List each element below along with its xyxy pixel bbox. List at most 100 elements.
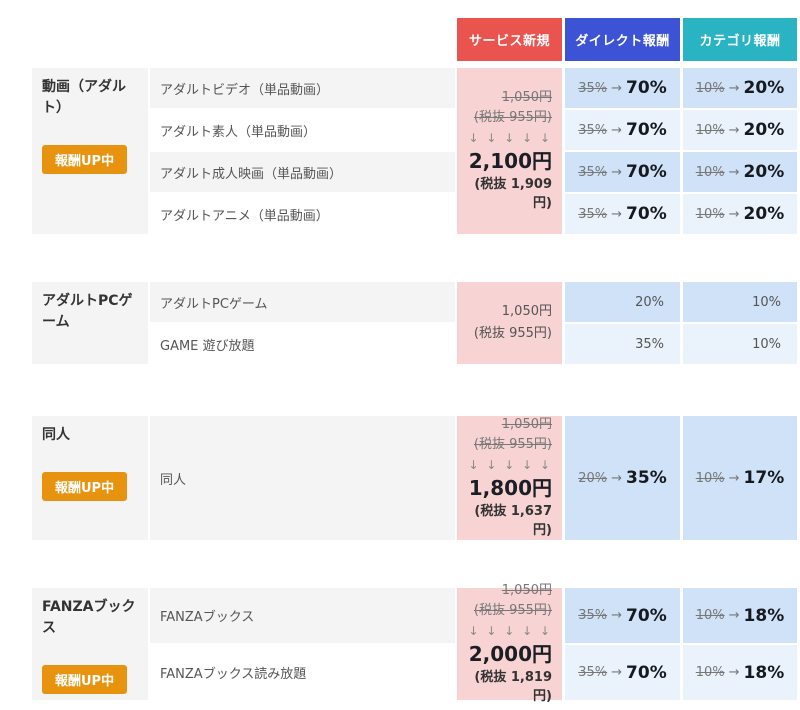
rate-arrow-icon: → <box>611 80 623 96</box>
new-rate: 17% <box>743 468 785 488</box>
category-reward-cell: 10% <box>683 282 797 322</box>
reward-up-badge: 報酬UP中 <box>42 665 128 694</box>
direct-reward-cell: 35% → 70% <box>565 645 680 700</box>
new-price: 1,800円 <box>468 475 552 500</box>
header-category-reward: カテゴリ報酬 <box>683 18 797 61</box>
category-label: アダルト素人（単品動画） <box>160 124 317 140</box>
category-label: アダルトPCゲーム <box>160 296 268 312</box>
down-arrows-icon: ↓ ↓ ↓ ↓ ↓ <box>468 623 552 638</box>
section-title: 同人 <box>42 427 70 443</box>
new-rate: 70% <box>626 162 667 182</box>
category-cell: 同人 <box>150 416 455 540</box>
current-price-tax: (税抜 955円) <box>473 326 552 341</box>
old-price-tax: (税抜 955円) <box>473 110 552 126</box>
category-label: アダルトアニメ（単品動画） <box>160 208 329 224</box>
direct-reward-cell: 35% → 70% <box>565 194 680 234</box>
old-rate: 35% <box>578 80 608 96</box>
old-rate: 10% <box>695 665 725 680</box>
direct-reward-cell: 35% → 70% <box>565 588 680 643</box>
reward-up-badge: 報酬UP中 <box>42 145 128 174</box>
old-rate: 35% <box>578 665 608 680</box>
price-cell-new-service: 1,050円 (税抜 955円) <box>457 282 562 364</box>
new-price: 2,000円 <box>468 641 552 666</box>
new-rate: 35% <box>626 468 667 488</box>
old-rate: 35% <box>578 608 608 623</box>
reward-up-badge: 報酬UP中 <box>42 472 128 501</box>
rate-arrow-icon: → <box>728 122 740 138</box>
new-rate: 70% <box>626 204 667 224</box>
direct-reward-cell: 35% → 70% <box>565 152 680 192</box>
section-label-cell: FANZAブックス報酬UP中 <box>32 588 148 700</box>
category-reward-cell: 10% → 20% <box>683 194 797 234</box>
new-price-tax: (税抜 1,637円) <box>474 503 552 539</box>
category-reward-cell: 10% → 20% <box>683 68 797 108</box>
old-price: 1,050円 <box>501 583 552 599</box>
old-rate: 10% <box>695 80 725 96</box>
new-rate: 18% <box>743 662 785 683</box>
direct-reward-cell: 35% <box>565 324 680 364</box>
old-rate: 10% <box>695 206 725 222</box>
category-label: FANZAブックス読み放題 <box>160 667 307 682</box>
header-direct-reward: ダイレクト報酬 <box>565 18 680 61</box>
old-rate: 35% <box>578 122 608 138</box>
direct-reward-cell: 20% <box>565 282 680 322</box>
category-cell: FANZAブックス <box>150 588 455 643</box>
rate-arrow-icon: → <box>728 206 740 222</box>
new-price: 2,100円 <box>468 148 552 173</box>
category-reward-cell: 10% → 18% <box>683 588 797 643</box>
price-cell-new-service: 1,050円 (税抜 955円) ↓ ↓ ↓ ↓ ↓ 2,000円 (税抜 1,819円… <box>457 583 562 704</box>
old-rate: 10% <box>695 608 725 623</box>
old-rate: 35% <box>578 206 608 222</box>
category-reward-cell: 10% → 20% <box>683 110 797 150</box>
rate-value: 10% <box>752 294 781 310</box>
category-reward-cell: 10% → 20% <box>683 152 797 192</box>
rate-arrow-icon: → <box>728 608 740 623</box>
rate-arrow-icon: → <box>728 164 740 180</box>
direct-reward-cell: 35% → 70% <box>565 68 680 108</box>
category-cell: アダルト素人（単品動画） <box>150 110 455 150</box>
rate-arrow-icon: → <box>611 470 623 486</box>
rate-arrow-icon: → <box>611 206 623 222</box>
category-reward-cell: 10% → 17% <box>683 416 797 540</box>
direct-reward-cell: 35% → 70% <box>565 110 680 150</box>
new-rate: 70% <box>626 120 667 140</box>
section-title: FANZAブックス <box>42 599 136 636</box>
new-rate: 18% <box>743 605 785 626</box>
rate-arrow-icon: → <box>611 665 623 680</box>
rate-arrow-icon: → <box>611 122 623 138</box>
new-price-tax: (税抜 1,819円) <box>474 669 552 705</box>
section-title: アダルトPCゲーム <box>42 293 133 330</box>
old-price: 1,050円 <box>501 417 552 433</box>
category-cell: GAME 遊び放題 <box>150 324 455 364</box>
direct-reward-cell: 20% → 35% <box>565 416 680 540</box>
rate-value: 10% <box>752 336 781 352</box>
category-cell: アダルトビデオ（単品動画） <box>150 68 455 108</box>
rate-value: 35% <box>635 336 664 352</box>
section-title: 動画（アダルト） <box>42 79 126 116</box>
old-price: 1,050円 <box>501 90 552 106</box>
category-reward-cell: 10% <box>683 324 797 364</box>
rate-arrow-icon: → <box>611 608 623 623</box>
old-rate: 10% <box>695 122 725 138</box>
old-price-tax: (税抜 955円) <box>473 437 552 453</box>
category-cell: FANZAブックス読み放題 <box>150 645 455 700</box>
old-rate: 10% <box>695 470 725 486</box>
section-0: 動画（アダルト） 報酬UP中 アダルトビデオ（単品動画） 35% → 70% 10% → 20%… <box>32 68 797 234</box>
section-label-cell: アダルトPCゲーム <box>32 282 148 364</box>
old-rate: 20% <box>578 470 608 486</box>
category-label: FANZAブックス <box>160 610 255 625</box>
new-rate: 70% <box>626 662 667 683</box>
old-rate: 10% <box>695 164 725 180</box>
price-cell-new-service: 1,050円 (税抜 955円) ↓ ↓ ↓ ↓ ↓ 2,100円 (税抜 1,909円… <box>457 68 562 234</box>
category-cell: アダルト成人映画（単品動画） <box>150 152 455 192</box>
rate-arrow-icon: → <box>728 665 740 680</box>
current-price: 1,050円 <box>501 303 552 319</box>
price-cell-new-service: 1,050円 (税抜 955円) ↓ ↓ ↓ ↓ ↓ 1,800円 (税抜 1,637円… <box>457 416 562 540</box>
category-label: アダルトビデオ（単品動画） <box>160 82 330 98</box>
category-label: 同人 <box>160 472 187 488</box>
category-cell: アダルトPCゲーム <box>150 282 455 322</box>
section-3: FANZAブックス 報酬UP中 FANZAブックス 35% → 70% 10% → 18% FAN… <box>32 583 797 704</box>
new-rate: 20% <box>743 78 785 98</box>
new-rate: 20% <box>743 120 785 140</box>
